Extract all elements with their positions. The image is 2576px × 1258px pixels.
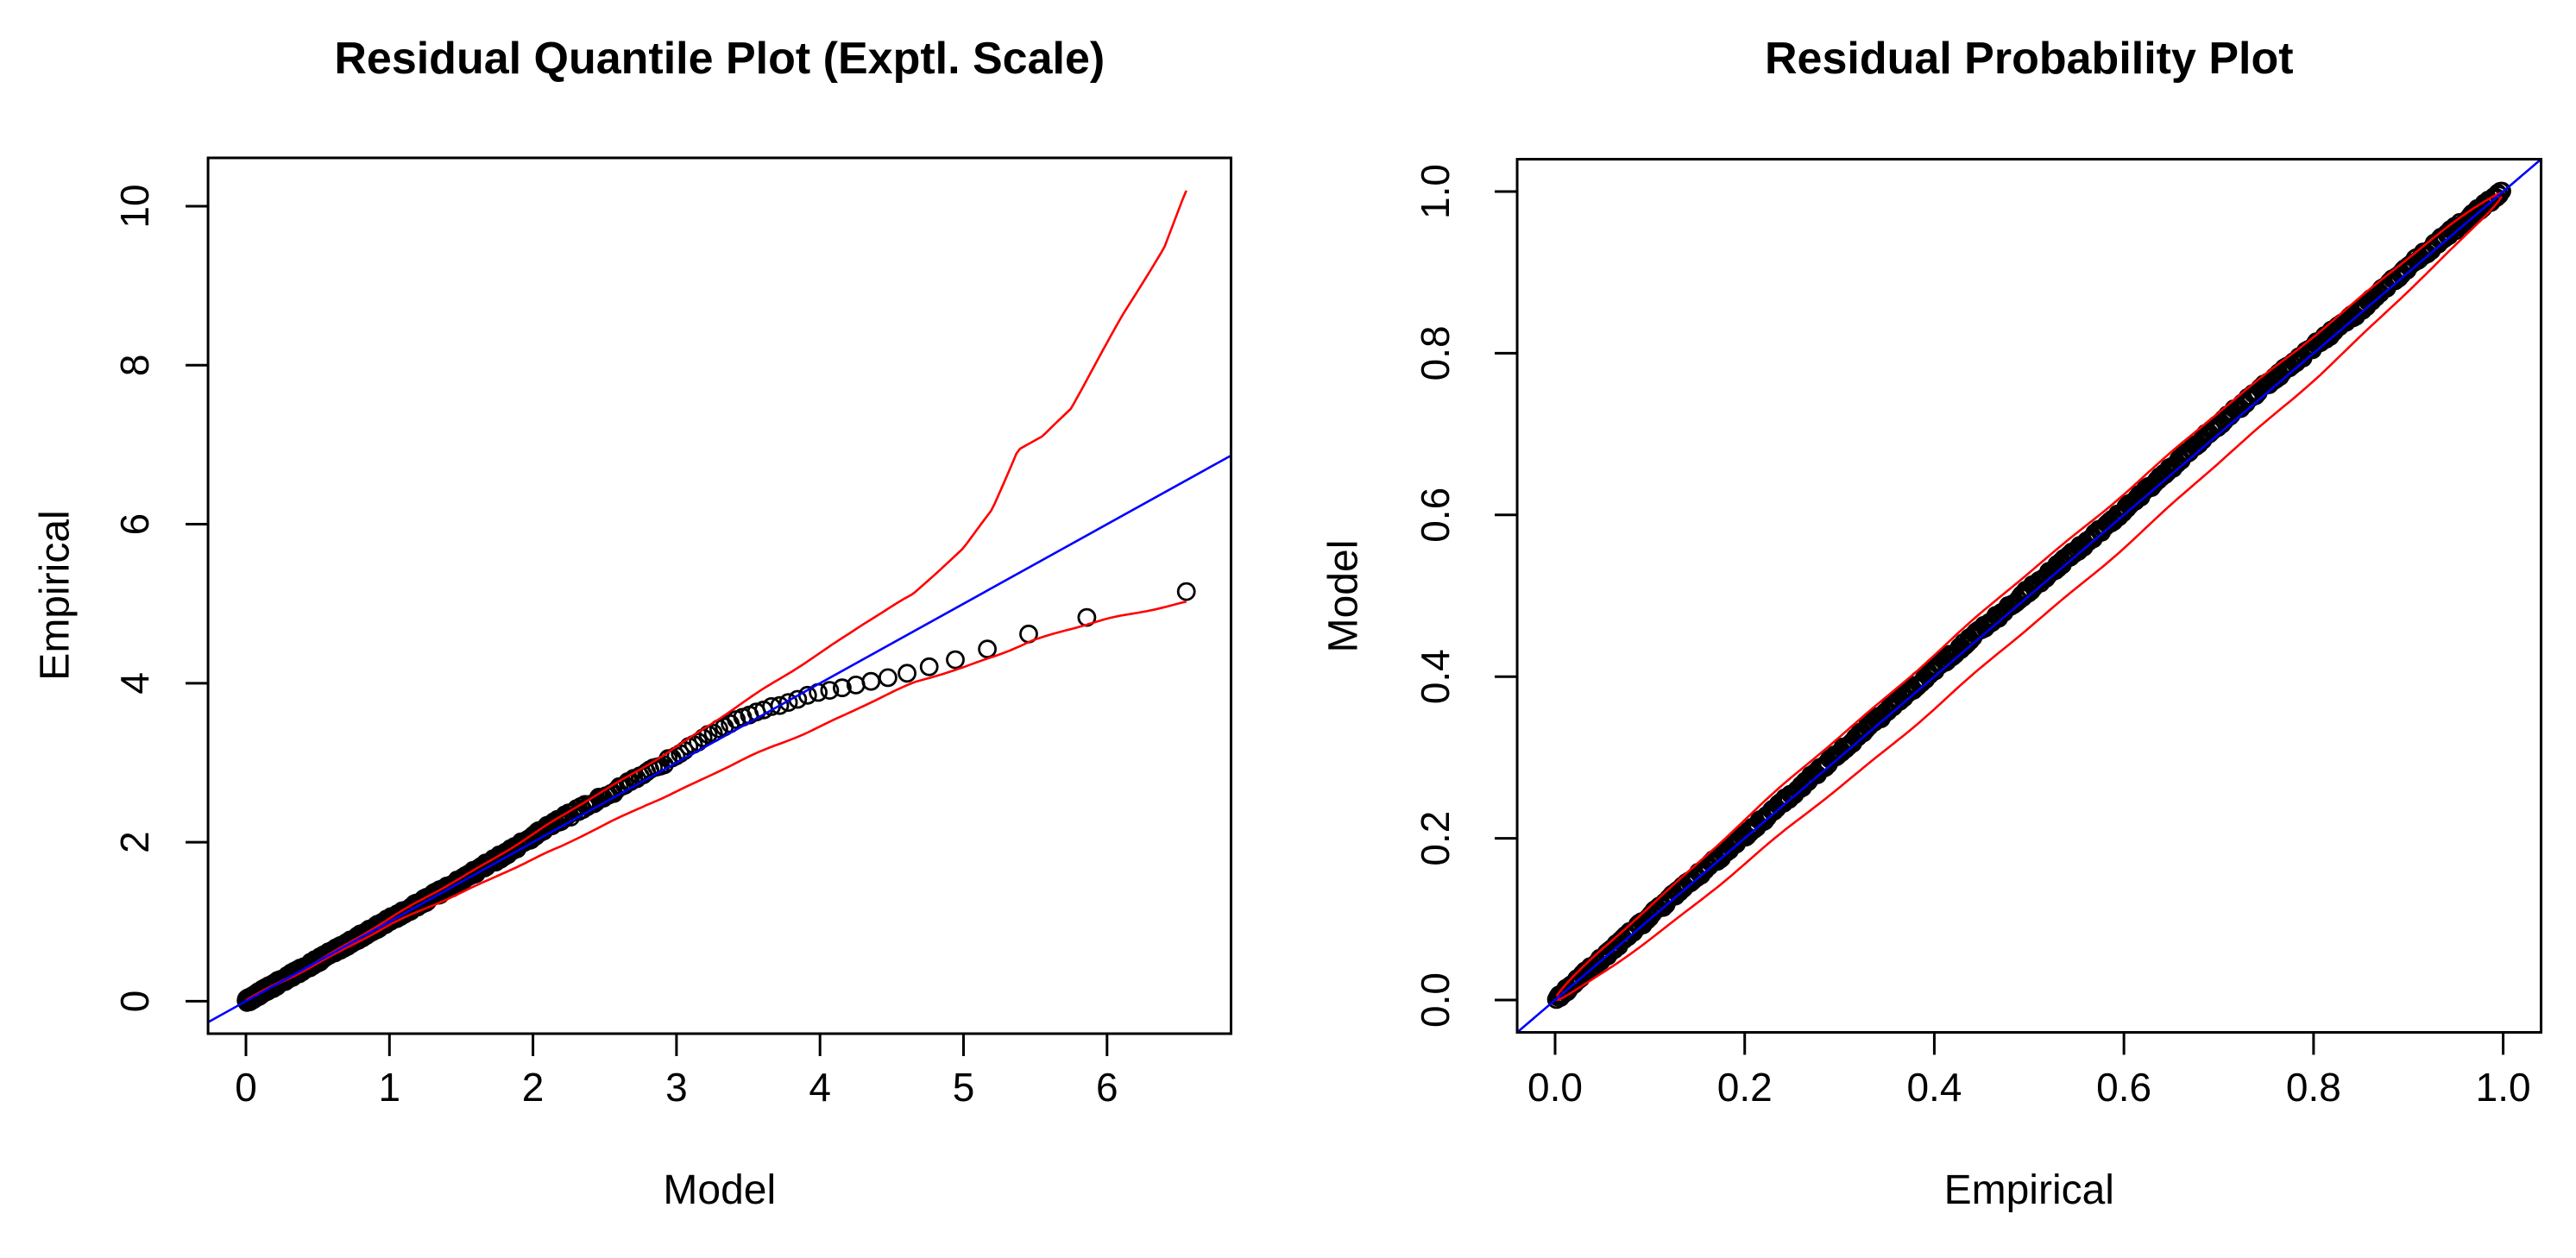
qq-plot-title: Residual Quantile Plot (Exptl. Scale) — [334, 34, 1105, 84]
pp-plot-canvas: 0.0 0.2 0.4 0.6 0.8 1.0 0.0 0.2 0.4 0.6 0.8 1.0 — [1413, 158, 2543, 1110]
upper-envelope-line — [1555, 191, 2503, 997]
data-point-circle — [978, 639, 997, 659]
x-axis-tick-label: 0.4 — [1906, 1065, 1962, 1110]
plot-border — [206, 156, 1232, 1035]
y-axis-tick-label: 4 — [112, 672, 157, 695]
x-axis-tick-label: 2 — [522, 1065, 545, 1110]
axis-ticks — [1495, 190, 2505, 1055]
y-axis-tick-label: 0.0 — [1413, 972, 1458, 1028]
y-axis-tick-label: 0.4 — [1413, 649, 1458, 704]
y-axis-tick-label: 0.8 — [1413, 325, 1458, 381]
plot-border — [1515, 158, 2543, 1034]
one-to-one-reference-line — [207, 454, 1232, 1023]
confidence-envelope-lines — [1555, 191, 2504, 1002]
x-axis-tick-label: 1 — [379, 1065, 401, 1110]
axis-tick-labels: 0 1 2 3 4 5 6 0 2 4 6 8 10 — [112, 184, 1118, 1110]
data-point-circle — [770, 695, 790, 715]
qq-data-points — [236, 582, 1196, 1012]
one-to-one-reference-line — [1516, 158, 2542, 1034]
x-axis-tick-label: 0.2 — [1717, 1065, 1773, 1110]
y-axis-tick-label: 2 — [112, 831, 157, 853]
qq-plot-canvas: 0 1 2 3 4 5 6 0 2 4 6 8 10 — [112, 156, 1232, 1110]
y-axis-tick-label: 10 — [112, 184, 157, 228]
data-point-circle — [778, 693, 798, 712]
y-axis-tick-label: 1.0 — [1413, 164, 1458, 219]
data-point-circle — [898, 664, 916, 683]
pp-plot-title: Residual Probability Plot — [1765, 34, 2294, 84]
confidence-envelope-lines — [245, 190, 1187, 1002]
x-axis-tick-label: 1.0 — [2476, 1065, 2531, 1110]
x-axis-tick-label: 5 — [953, 1065, 975, 1110]
y-axis-tick-label: 8 — [112, 354, 157, 376]
pp-plot-x-axis-label: Empirical — [1943, 1167, 2114, 1213]
axis-tick-labels: 0.0 0.2 0.4 0.6 0.8 1.0 0.0 0.2 0.4 0.6 0.8 1.0 — [1413, 164, 2531, 1110]
data-point-circle — [946, 650, 965, 670]
qq-plot-x-axis-label: Model — [663, 1167, 777, 1213]
data-point-circle — [833, 678, 852, 698]
data-point-circle — [2492, 181, 2511, 201]
lower-envelope-line — [1556, 196, 2504, 1002]
y-axis-tick-label: 6 — [112, 513, 157, 536]
lower-envelope-line — [245, 601, 1187, 1002]
data-point-circle — [1176, 582, 1196, 601]
x-axis-tick-label: 0.0 — [1527, 1065, 1583, 1110]
axis-ticks — [186, 204, 1109, 1056]
x-axis-tick-label: 4 — [809, 1065, 831, 1110]
x-axis-tick-label: 3 — [665, 1065, 688, 1110]
data-point-circle — [919, 657, 939, 676]
x-axis-tick-label: 0.8 — [2286, 1065, 2341, 1110]
x-axis-tick-label: 0.6 — [2096, 1065, 2151, 1110]
x-axis-tick-label: 0 — [235, 1065, 257, 1110]
x-axis-tick-label: 6 — [1096, 1065, 1118, 1110]
axis-frame — [1515, 158, 2543, 1034]
upper-envelope-line — [245, 190, 1187, 1002]
data-point-circle — [879, 668, 898, 688]
data-point-circle — [820, 681, 840, 700]
y-axis-tick-label: 0.6 — [1413, 487, 1458, 543]
y-axis-tick-label: 0 — [112, 991, 157, 1013]
axis-frame — [206, 156, 1232, 1035]
y-axis-tick-label: 0.2 — [1413, 811, 1458, 866]
data-point-circle — [861, 671, 881, 691]
